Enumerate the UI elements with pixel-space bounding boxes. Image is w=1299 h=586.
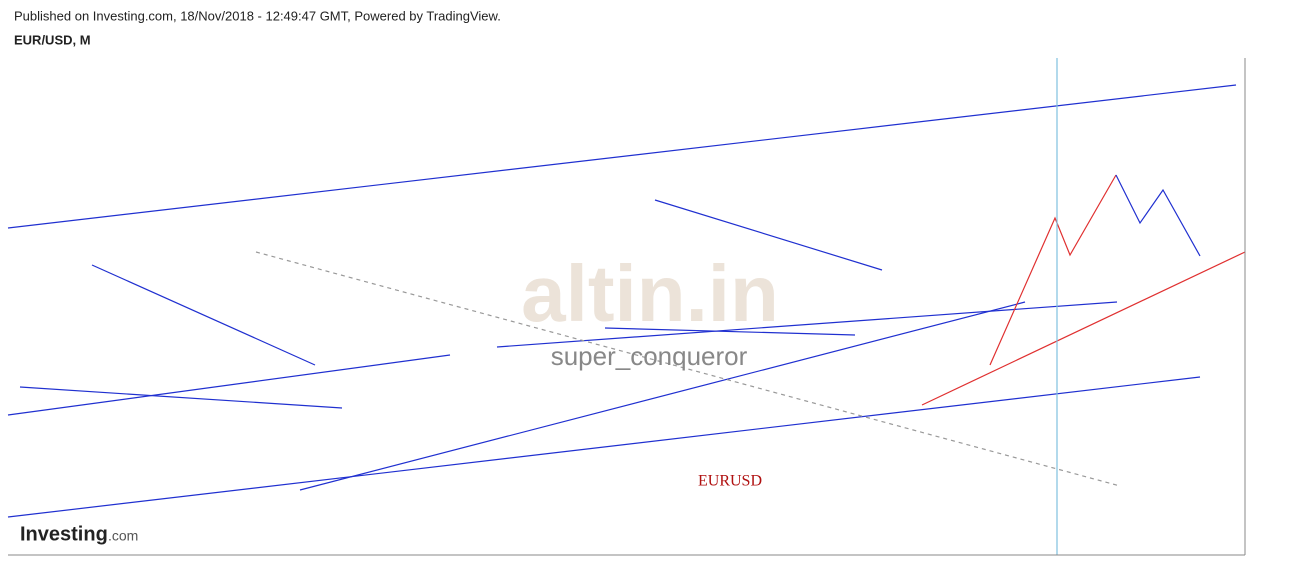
published-note: Published on Investing.com, 18/Nov/2018 …	[14, 8, 501, 23]
author: super_conqueror	[551, 341, 748, 371]
trendline	[19, 386, 343, 409]
projection	[1115, 174, 1201, 257]
logo: Investing	[20, 523, 108, 545]
projection	[989, 174, 1117, 366]
trendline	[921, 251, 1246, 406]
trendline	[7, 376, 1201, 518]
logo-suffix: .com	[108, 528, 138, 544]
trendline	[7, 354, 451, 416]
trendline	[496, 301, 1118, 348]
trendline	[91, 264, 316, 366]
trendline	[7, 84, 1237, 229]
trendline	[604, 327, 856, 336]
trendline	[255, 251, 1121, 487]
trendline	[654, 199, 883, 271]
symbol: EUR/USD, M	[14, 32, 91, 47]
watermark: altin.in	[521, 249, 779, 338]
trendlines	[7, 58, 1246, 555]
instrument-label: EURUSD	[698, 473, 762, 490]
trendline	[299, 301, 1026, 491]
